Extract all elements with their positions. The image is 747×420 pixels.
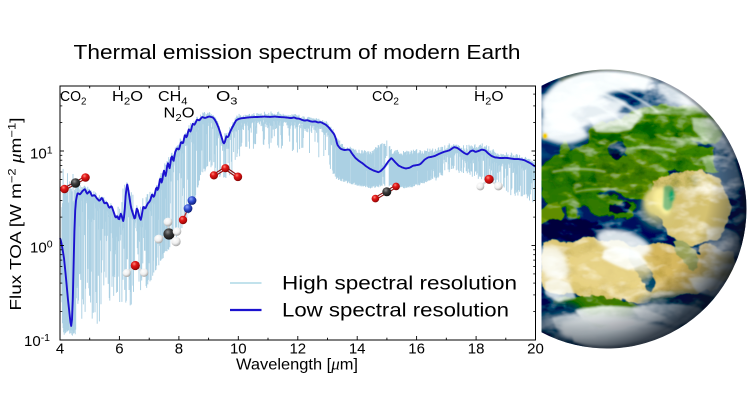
svg-text:10: 10: [230, 341, 247, 358]
svg-text:Flux TOA [W m−2 μm−1]: Flux TOA [W m−2 μm−1]: [6, 118, 25, 311]
svg-text:12: 12: [289, 341, 306, 358]
svg-text:Thermal emission spectrum of m: Thermal emission spectrum of modern Eart…: [74, 41, 521, 64]
svg-text:14: 14: [349, 341, 366, 358]
svg-text:High spectral resolution: High spectral resolution: [282, 274, 517, 295]
svg-text:16: 16: [408, 341, 425, 358]
svg-text:6: 6: [115, 341, 123, 358]
svg-text:20: 20: [527, 341, 544, 358]
svg-text:N2O: N2O: [164, 105, 195, 125]
svg-text:Low spectral resolution: Low spectral resolution: [282, 301, 509, 322]
svg-text:H2O: H2O: [474, 88, 504, 108]
svg-text:CO2: CO2: [60, 88, 87, 108]
svg-text:CH4: CH 4: [158, 88, 188, 108]
svg-text:H2O: H2O: [112, 88, 143, 108]
svg-text:CO2: CO2: [372, 88, 399, 108]
svg-text:18: 18: [468, 341, 485, 358]
svg-text:4: 4: [56, 341, 64, 358]
svg-text:Wavelength [μm]: Wavelength [μm]: [236, 355, 358, 374]
svg-text:8: 8: [175, 341, 183, 358]
